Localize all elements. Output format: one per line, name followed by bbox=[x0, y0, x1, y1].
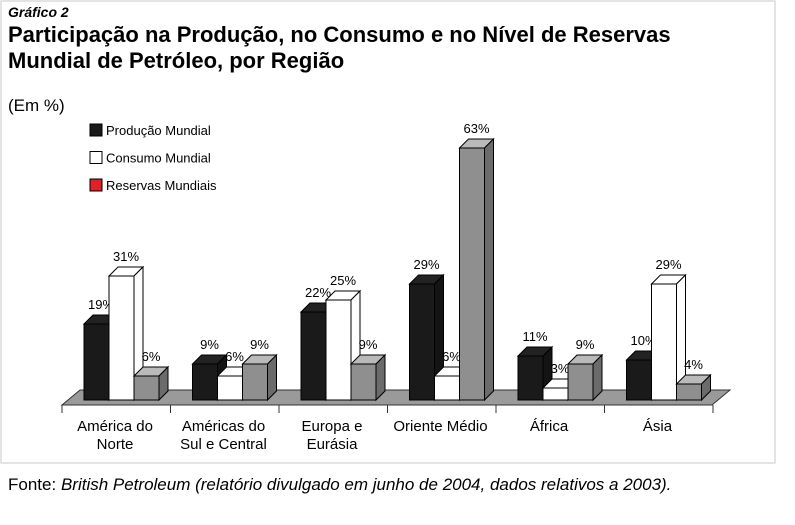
bar bbox=[107, 265, 145, 402]
bar-front bbox=[434, 375, 460, 401]
bar bbox=[241, 353, 278, 402]
bar-front bbox=[83, 323, 110, 401]
source-text: British Petroleum (relatório divulgado e… bbox=[60, 475, 672, 494]
legend-swatch bbox=[89, 123, 103, 137]
legend-label: Produção Mundial bbox=[106, 123, 211, 138]
x-tick-label: Ásia bbox=[642, 418, 673, 435]
value-label: 63% bbox=[463, 121, 489, 136]
value-label: 25% bbox=[330, 273, 356, 288]
bar-front bbox=[651, 283, 677, 401]
bar-front bbox=[567, 363, 594, 401]
value-label: 6% bbox=[225, 349, 244, 364]
value-label: 9% bbox=[250, 337, 269, 352]
bar-front bbox=[409, 283, 435, 401]
bar-front bbox=[192, 363, 218, 401]
bar-front bbox=[350, 363, 377, 401]
legend-swatch bbox=[89, 151, 103, 164]
frame bbox=[0, 0, 776, 464]
bar-front bbox=[108, 275, 135, 401]
bar bbox=[132, 365, 170, 402]
legend-label: Consumo Mundial bbox=[106, 151, 211, 166]
x-tick-label: Oriente Médio bbox=[393, 418, 488, 435]
value-label: 29% bbox=[655, 257, 681, 272]
chart-title: Participação na Produção, no Consumo e n… bbox=[8, 22, 671, 73]
value-label: 9% bbox=[576, 337, 595, 352]
value-label: 3% bbox=[551, 361, 570, 376]
value-label: 9% bbox=[200, 337, 219, 352]
value-label: 22% bbox=[305, 285, 331, 300]
legend-label: Reservas Mundiais bbox=[106, 178, 217, 193]
source: Fonte: British Petroleum (relatório divu… bbox=[8, 474, 778, 496]
bar-front bbox=[676, 383, 702, 401]
bar bbox=[349, 353, 387, 402]
x-tick-label: Américas do Sul e Central bbox=[180, 418, 267, 453]
bar-front bbox=[325, 299, 352, 401]
x-tick-label: Europa e Eurásia bbox=[301, 418, 363, 453]
value-label: 29% bbox=[413, 257, 439, 272]
bar-side bbox=[267, 353, 277, 402]
bar-side bbox=[158, 365, 169, 402]
bar bbox=[458, 137, 495, 402]
bar-side bbox=[375, 353, 386, 402]
source-label: Fonte: bbox=[8, 475, 57, 494]
value-label: 6% bbox=[442, 349, 461, 364]
bar-front bbox=[133, 375, 160, 401]
x-tick-label: África bbox=[529, 418, 569, 435]
value-label: 19% bbox=[88, 297, 114, 312]
chart-subtitle: (Em %) bbox=[8, 96, 65, 115]
value-label: 6% bbox=[142, 349, 161, 364]
bar bbox=[191, 353, 228, 402]
value-label: 11% bbox=[522, 329, 547, 344]
bar-front bbox=[517, 355, 544, 401]
bar bbox=[566, 353, 604, 402]
bar-side bbox=[701, 373, 711, 402]
value-label: 31% bbox=[113, 249, 139, 264]
bar-front bbox=[542, 387, 569, 401]
bar-side bbox=[484, 137, 494, 402]
value-label: 10% bbox=[630, 333, 656, 348]
bar-front bbox=[217, 375, 243, 401]
legend-swatch bbox=[89, 178, 103, 192]
bar-front bbox=[300, 311, 327, 401]
value-label: 4% bbox=[684, 357, 703, 372]
bar-front bbox=[242, 363, 268, 401]
bar-front bbox=[626, 359, 652, 401]
x-tick-label: América do Norte bbox=[77, 418, 153, 453]
bar bbox=[408, 273, 445, 402]
value-label: 9% bbox=[359, 337, 378, 352]
chart-label: Gráfico 2 bbox=[8, 4, 69, 20]
bar-front bbox=[459, 147, 485, 401]
bar-side bbox=[592, 353, 603, 402]
bar bbox=[675, 373, 712, 402]
